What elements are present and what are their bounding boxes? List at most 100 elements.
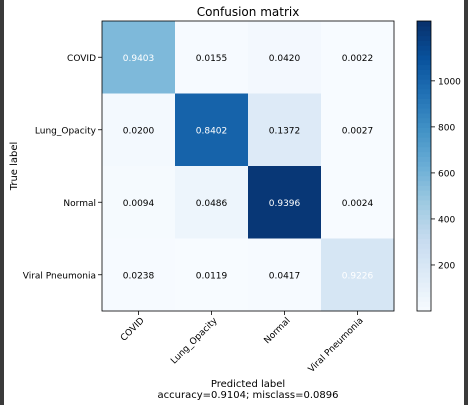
cell-value-label: 0.9403 [123, 54, 155, 64]
colorbar-segment [417, 253, 431, 259]
heatmap-cell [175, 93, 249, 167]
x-axis-label: Predicted label [211, 379, 285, 390]
colorbar-segment [417, 291, 431, 298]
y-axis-label: True label [9, 142, 20, 192]
heatmap-cell [175, 238, 249, 312]
heatmap-cell [175, 21, 249, 94]
cell-value-label: 0.0119 [196, 271, 228, 281]
colorbar-segment [417, 151, 431, 157]
colorbar-segment [417, 74, 431, 80]
colorbar-segment [417, 79, 431, 85]
heatmap-cell [321, 21, 395, 94]
colorbar-segment [417, 272, 431, 278]
colorbar-segment [417, 69, 431, 75]
colorbar-tick-label: 200 [438, 261, 455, 271]
colorbar-segment [417, 132, 431, 138]
colorbar-segment [417, 141, 431, 148]
colorbar-tick-label: 600 [438, 169, 455, 179]
colorbar-segment [417, 224, 431, 230]
colorbar-segment [417, 137, 431, 143]
heatmap-cell [248, 93, 322, 167]
row-tick-label: Normal [63, 199, 96, 209]
heatmap-cell [248, 21, 322, 94]
colorbar-segment [417, 170, 431, 177]
heatmap-cell [321, 93, 395, 167]
cell-value-label: 0.9396 [269, 199, 301, 209]
colorbar-segment [417, 122, 431, 128]
colorbar-segment [417, 98, 431, 104]
colorbar-segment [417, 267, 431, 273]
colorbar-segment [417, 64, 431, 70]
heatmap-cells: 0.9403 0.0155 0.0420 0.0022 0.0200 0.8402 0.13… [102, 21, 395, 312]
cell-value-label: 0.9226 [342, 271, 374, 281]
colorbar-segment [417, 185, 431, 191]
colorbar-segment [417, 209, 431, 215]
colorbar-segment [417, 219, 431, 225]
colorbar-segment [417, 233, 431, 240]
colorbar-segment [417, 35, 431, 41]
colorbar-frame [416, 20, 432, 312]
row-tick-label: COVID [67, 54, 96, 64]
colorbar-segment [417, 199, 431, 206]
colorbar-segment [417, 103, 431, 109]
figure-frame-left [0, 0, 4, 405]
colorbar-segment [417, 301, 431, 307]
heatmap-cell [175, 166, 249, 239]
colorbar-segment [417, 156, 431, 162]
colorbar-segment [417, 262, 431, 269]
colorbar-segment [417, 117, 431, 124]
row-tick-label: Viral Pneumonia [23, 271, 96, 281]
colorbar-segment [417, 166, 431, 172]
cell-value-label: 0.0022 [342, 54, 374, 64]
cell-value-label: 0.0155 [196, 54, 228, 64]
colorbar-segment [417, 243, 431, 249]
colorbar-segment [417, 175, 431, 182]
heatmap-cell [321, 238, 395, 312]
cell-value-label: 0.0420 [269, 54, 301, 64]
colorbar-segment [417, 127, 431, 133]
heatmap-cell [248, 166, 322, 239]
colorbar-segment [417, 204, 431, 211]
colorbar-segment [417, 112, 431, 119]
heatmap-cell [102, 166, 176, 239]
colorbar-segment [417, 88, 431, 95]
colorbar-segment [417, 54, 431, 61]
colorbar-tick-label: 800 [438, 123, 455, 133]
cell-value-label: 0.0024 [342, 199, 374, 209]
colorbar-tick-label: 1000 [438, 77, 461, 87]
cell-value-label: 0.0094 [123, 199, 155, 209]
colorbar-segment [417, 30, 431, 37]
colorbar-segment [417, 248, 431, 254]
row-tick-labels: COVID Lung_Opacity Normal Viral Pneumonia [23, 54, 102, 281]
heatmap-cell [102, 238, 176, 312]
plot-frame [101, 20, 395, 312]
colorbar-segment [417, 238, 431, 244]
colorbar-tick-label: 400 [438, 215, 455, 225]
heatmap-cell [102, 93, 176, 167]
colorbar-segment [417, 161, 431, 167]
colorbar-segment [417, 257, 431, 264]
colorbar-segment [417, 146, 431, 153]
colorbar-segment [417, 282, 431, 288]
figure-frame-right [464, 0, 468, 405]
colorbar-segment [417, 214, 431, 220]
colorbar-segment [417, 50, 431, 56]
cell-value-label: 0.0417 [269, 271, 301, 281]
row-tick-label: Lung_Opacity [35, 126, 97, 136]
cell-value-label: 0.0486 [196, 199, 228, 209]
colorbar-segment [417, 286, 431, 293]
colorbar-segment [417, 45, 431, 51]
colorbar-segment [417, 277, 431, 283]
colorbar-segment [417, 190, 431, 196]
colorbar: 200 400 600 800 1000 [416, 20, 461, 312]
colorbar-segment [417, 21, 431, 27]
colorbar-segment [417, 228, 431, 235]
colorbar-segment [417, 59, 431, 66]
colorbar-segment [417, 25, 431, 32]
chart-title: Confusion matrix [197, 5, 300, 19]
heatmap-cell [248, 238, 322, 312]
colorbar-segment [417, 93, 431, 99]
cell-value-label: 0.8402 [196, 126, 228, 136]
colorbar-segment [417, 180, 431, 186]
